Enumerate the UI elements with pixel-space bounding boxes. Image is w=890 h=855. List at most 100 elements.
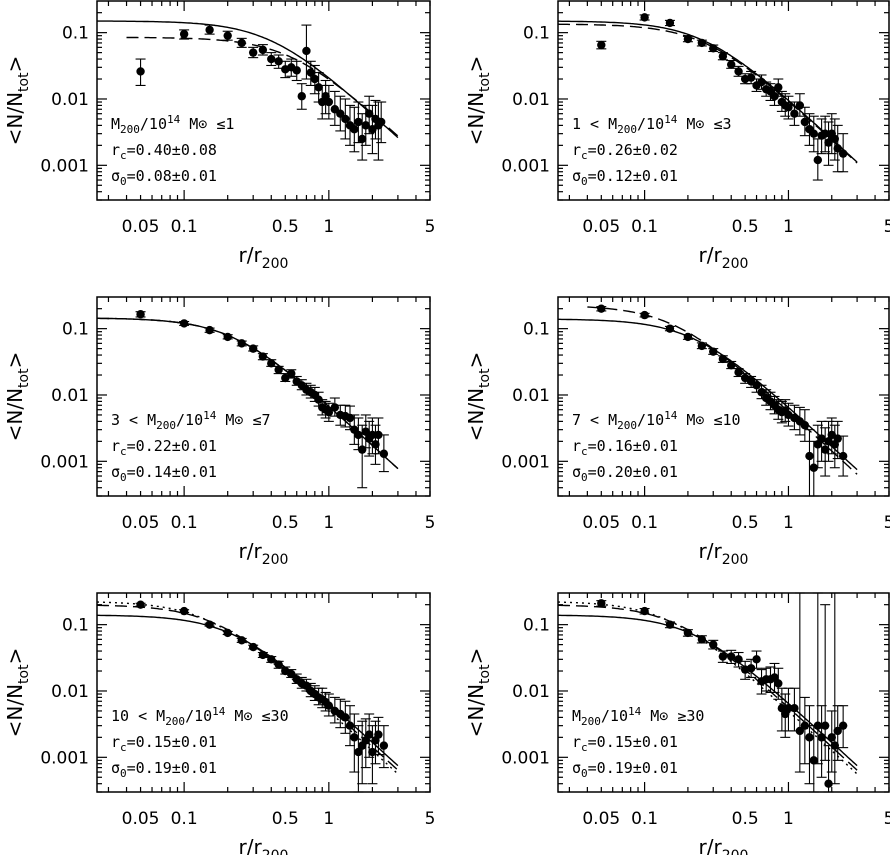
x-tick-label: 0.5	[272, 513, 299, 533]
dashed-model-curve	[558, 23, 858, 164]
data-point	[817, 733, 826, 742]
data-point	[237, 339, 246, 348]
y-tick-label: 0.001	[40, 452, 89, 472]
data-point	[248, 48, 258, 57]
data-point	[805, 451, 814, 461]
data-point	[205, 325, 214, 335]
y-tick-label: 0.001	[501, 156, 550, 176]
data-point	[640, 13, 649, 22]
panel-5: 0.1 0.01 0.001 0.05 0.1 0.5 1 5 r/r200 <N/Ntot> 10…	[3, 592, 436, 855]
x-tick-label: 0.1	[631, 513, 658, 533]
data-point	[297, 92, 306, 101]
annotation-line-3: σ0=0.12±0.01	[572, 167, 678, 188]
data-point	[292, 66, 301, 75]
data-point	[287, 669, 296, 679]
data-point	[746, 73, 756, 82]
data-point	[287, 369, 296, 378]
data-point	[805, 733, 814, 742]
data-point	[813, 155, 823, 165]
data-point	[354, 747, 363, 757]
data-point	[833, 726, 842, 736]
panel-6: 0.1 0.01 0.001 0.05 0.1 0.5 1 5 r/r200 <N/Ntot> M2…	[464, 592, 890, 855]
data-point	[374, 430, 383, 440]
y-tick-label: 0.1	[523, 320, 550, 340]
x-tick-label: 1	[783, 809, 794, 829]
data-point	[820, 721, 830, 730]
data-point	[368, 125, 377, 134]
data-point	[336, 109, 345, 118]
data-point	[833, 144, 842, 153]
data-point	[774, 679, 783, 688]
data-point	[809, 756, 818, 765]
y-axis-title: <N/Ntot>	[3, 648, 32, 738]
data-point	[795, 101, 805, 110]
x-tick-label: 5	[884, 513, 890, 533]
y-tick-label: 0.001	[40, 748, 89, 768]
data-point	[379, 741, 389, 750]
x-tick-label: 0.1	[171, 513, 198, 533]
data-point	[709, 640, 718, 649]
y-tick-label: 0.01	[512, 386, 550, 406]
x-axis-title: r/r200	[239, 835, 289, 855]
data-point	[205, 25, 214, 35]
data-point	[330, 403, 340, 412]
data-point	[136, 600, 145, 609]
solid-model-curve	[558, 614, 858, 767]
annotation-line-1: 7 < M200/1014 M⊙ ≤10	[572, 409, 741, 432]
data-point	[350, 125, 359, 134]
data-point	[790, 704, 799, 713]
annotation-line-2: rc=0.15±0.01	[111, 733, 217, 754]
y-axis-title: <N/Ntot>	[464, 352, 493, 442]
data-point	[665, 18, 675, 28]
data-point	[281, 373, 290, 383]
data-point	[179, 29, 189, 39]
data-point	[784, 704, 793, 713]
data-point	[248, 642, 258, 652]
data-point	[795, 726, 805, 736]
data-point	[357, 445, 367, 454]
plot-frame	[96, 296, 431, 497]
annotation-line-2: rc=0.22±0.01	[111, 437, 217, 458]
x-tick-label: 0.05	[122, 217, 160, 237]
data-point	[314, 83, 323, 92]
data-point	[784, 103, 793, 112]
data-point	[830, 134, 840, 144]
data-point	[827, 733, 836, 742]
data-point	[752, 655, 761, 664]
data-point	[824, 437, 833, 446]
x-tick-label: 5	[425, 809, 436, 829]
data-point	[683, 332, 693, 342]
data-point	[813, 721, 823, 730]
data-point	[752, 381, 761, 390]
annotation-line-2: rc=0.15±0.01	[572, 733, 678, 754]
data-point	[727, 652, 736, 661]
plot-frame	[557, 0, 890, 201]
plot-frame	[557, 296, 890, 497]
x-axis-title: r/r200	[699, 835, 749, 855]
data-point	[310, 74, 320, 84]
annotation-line-3: σ0=0.14±0.01	[111, 463, 217, 484]
x-tick-label: 0.05	[122, 809, 160, 829]
data-point	[800, 117, 810, 127]
y-tick-label: 0.001	[40, 156, 89, 176]
data-point	[734, 655, 743, 664]
annotation-line-3: σ0=0.19±0.01	[572, 759, 678, 780]
data-point	[237, 38, 246, 48]
data-point	[205, 620, 214, 629]
x-tick-label: 5	[425, 217, 436, 237]
data-point	[597, 40, 606, 50]
x-tick-label: 1	[323, 513, 334, 533]
x-tick-label: 0.1	[171, 217, 198, 237]
data-point	[223, 332, 232, 342]
data-point	[838, 149, 848, 158]
data-point	[345, 413, 355, 423]
x-tick-label: 0.5	[732, 809, 759, 829]
annotation-line-3: σ0=0.08±0.01	[111, 167, 217, 188]
x-tick-label: 1	[783, 513, 794, 533]
data-point	[341, 114, 350, 124]
data-point	[324, 408, 334, 417]
data-point	[697, 635, 707, 644]
y-tick-label: 0.001	[501, 748, 550, 768]
data-point	[267, 54, 276, 64]
data-point	[371, 440, 380, 449]
